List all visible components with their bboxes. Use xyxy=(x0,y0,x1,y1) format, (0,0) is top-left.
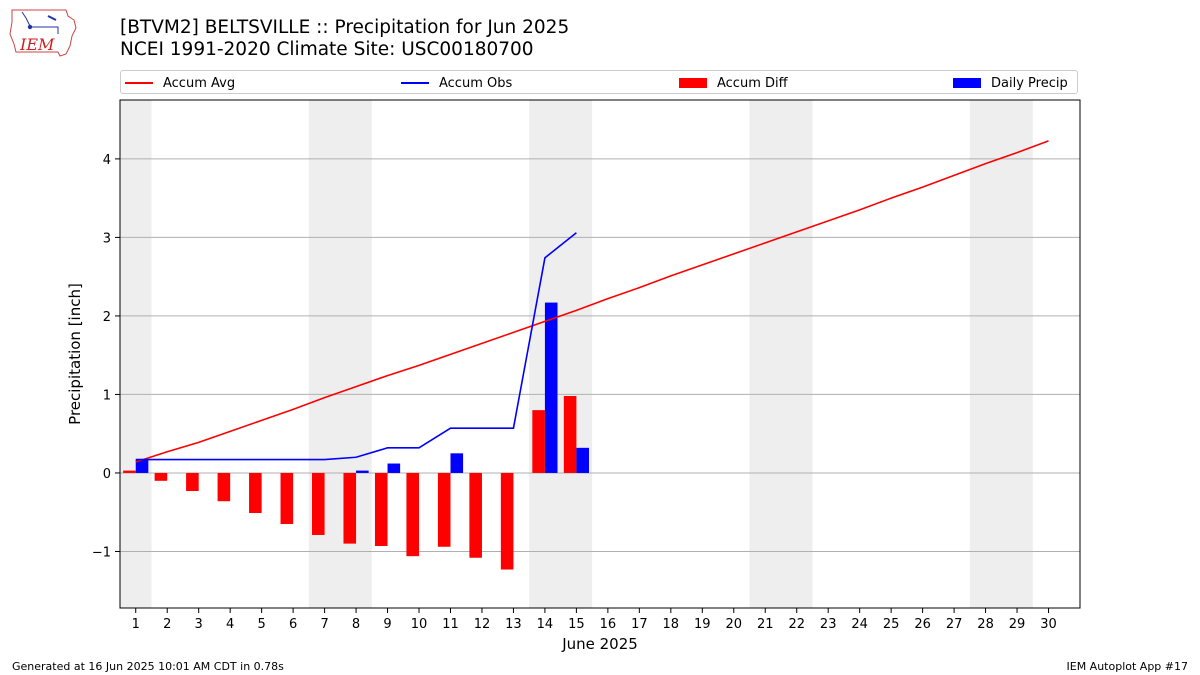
accum-diff-bar xyxy=(563,396,577,473)
y-tick-label: −1 xyxy=(92,545,111,560)
x-tick-label: 11 xyxy=(442,617,459,632)
x-tick-label: 23 xyxy=(820,617,837,632)
legend-label-accum-diff: Accum Diff xyxy=(717,75,788,91)
weekend-band xyxy=(749,100,813,608)
accum-diff-bar xyxy=(374,472,388,546)
x-tick-label: 10 xyxy=(411,617,428,632)
accum-diff-bar xyxy=(312,472,325,535)
x-tick-label: 2 xyxy=(163,617,171,632)
x-tick-label: 1 xyxy=(132,617,140,632)
x-tick-label: 27 xyxy=(946,617,963,632)
accum-avg-line xyxy=(135,140,1049,463)
accum-diff-bar xyxy=(532,410,545,473)
accum-diff-bar xyxy=(500,472,514,570)
x-tick-label: 17 xyxy=(631,617,648,632)
y-tick-label: 2 xyxy=(103,310,111,325)
accum-diff-bar xyxy=(186,472,199,492)
y-tick-label: 0 xyxy=(103,467,111,482)
x-tick-label: 16 xyxy=(600,617,617,632)
legend-swatch-accum-avg xyxy=(125,82,153,84)
x-tick-label: 5 xyxy=(257,617,265,632)
daily-precip-bar xyxy=(356,470,369,473)
x-tick-label: 28 xyxy=(977,617,994,632)
chart-legend: Accum Avg Accum Obs Accum Diff Daily Pre… xyxy=(120,70,1078,94)
legend-item-accum-avg: Accum Avg xyxy=(125,74,235,92)
y-tick-label: 4 xyxy=(103,153,111,168)
x-tick-label: 30 xyxy=(1040,617,1057,632)
x-tick-label: 24 xyxy=(851,617,868,632)
accum-diff-bar xyxy=(437,472,451,547)
x-tick-label: 18 xyxy=(663,617,680,632)
x-tick-label: 19 xyxy=(694,617,711,632)
daily-precip-bar xyxy=(387,463,401,473)
x-tick-label: 21 xyxy=(757,617,774,632)
x-tick-label: 22 xyxy=(788,617,805,632)
weekend-band xyxy=(529,100,593,608)
accum-diff-bar xyxy=(249,472,262,513)
x-tick-label: 29 xyxy=(1009,617,1026,632)
legend-label-accum-obs: Accum Obs xyxy=(439,75,513,91)
accum-diff-bar xyxy=(280,472,294,524)
accum-obs-line xyxy=(135,232,577,461)
x-tick-label: 25 xyxy=(883,617,900,632)
x-tick-label: 13 xyxy=(505,617,522,632)
legend-item-accum-diff: Accum Diff xyxy=(679,74,788,92)
x-tick-label: 6 xyxy=(289,617,297,632)
accum-diff-bar xyxy=(469,472,482,558)
x-tick-label: 26 xyxy=(914,617,931,632)
accum-diff-bar xyxy=(343,472,357,544)
daily-precip-bar xyxy=(544,302,558,473)
legend-swatch-daily-precip xyxy=(953,78,981,88)
logo-text: IEM xyxy=(19,35,55,54)
legend-swatch-accum-obs xyxy=(401,82,429,84)
x-tick-label: 7 xyxy=(320,617,328,632)
x-tick-label: 20 xyxy=(725,617,742,632)
x-tick-label: 15 xyxy=(568,617,585,632)
iem-logo: IEM xyxy=(9,9,77,57)
legend-label-accum-avg: Accum Avg xyxy=(163,75,236,91)
y-tick-label: 3 xyxy=(103,231,111,246)
chart-title: [BTVM2] BELTSVILLE :: Precipitation for … xyxy=(120,17,570,38)
accum-diff-bar xyxy=(406,472,420,557)
x-tick-label: 14 xyxy=(537,617,554,632)
daily-precip-bar xyxy=(576,447,589,473)
legend-label-daily-precip: Daily Precip xyxy=(991,75,1068,91)
accum-diff-bar xyxy=(217,472,231,502)
x-tick-label: 12 xyxy=(474,617,491,632)
accum-diff-bar xyxy=(123,470,136,473)
plot-frame xyxy=(119,99,1081,609)
y-tick-label: 1 xyxy=(103,388,111,403)
legend-item-daily-precip: Daily Precip xyxy=(953,74,1068,92)
legend-item-accum-obs: Accum Obs xyxy=(401,74,512,92)
x-axis-label: June 2025 xyxy=(561,635,638,653)
footer-generated-text: Generated at 16 Jun 2025 10:01 AM CDT in… xyxy=(12,660,284,673)
footer-app-label: IEM Autoplot App #17 xyxy=(1066,660,1189,673)
x-tick-label: 8 xyxy=(352,617,360,632)
legend-swatch-accum-diff xyxy=(679,78,707,88)
weekend-band xyxy=(969,100,1033,608)
daily-precip-bar xyxy=(450,453,464,473)
x-tick-label: 9 xyxy=(383,617,391,632)
daily-precip-bar xyxy=(135,459,149,473)
weekend-band xyxy=(120,100,152,608)
x-tick-label: 4 xyxy=(226,617,234,632)
chart-subtitle: NCEI 1991-2020 Climate Site: USC00180700 xyxy=(120,39,534,60)
y-axis-label: Precipitation [inch] xyxy=(66,283,84,425)
x-tick-label: 3 xyxy=(195,617,203,632)
accum-diff-bar xyxy=(154,472,168,481)
